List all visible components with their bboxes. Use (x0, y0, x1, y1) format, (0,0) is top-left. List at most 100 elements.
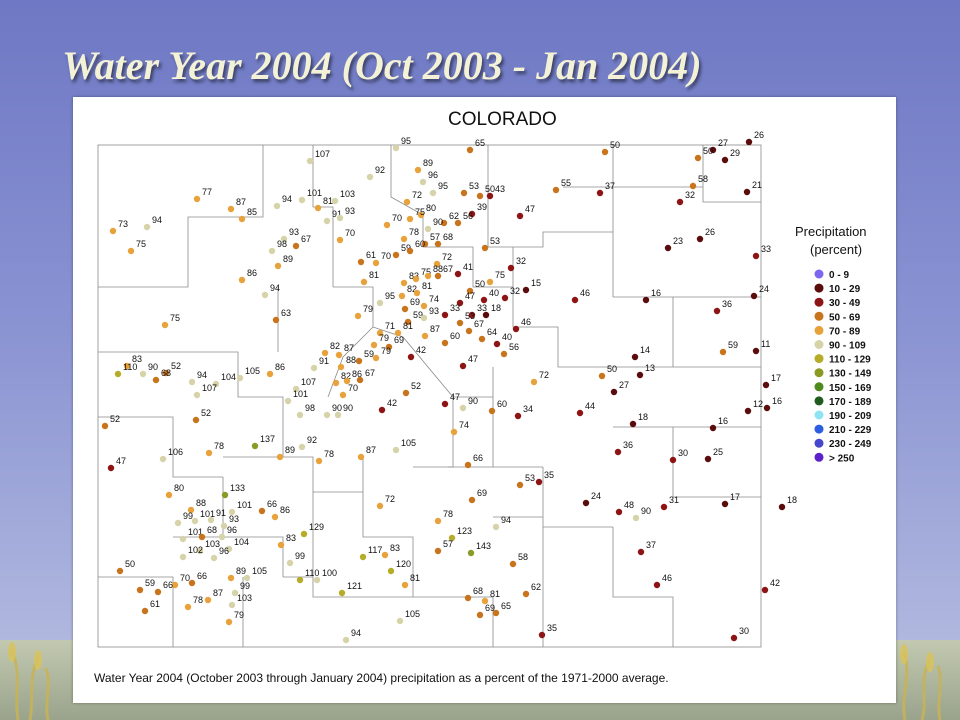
station-marker: 79 (372, 346, 391, 362)
station-marker: 101 (228, 500, 252, 516)
station-dot (454, 219, 462, 227)
station-marker: 50 (598, 364, 617, 380)
station-marker: 68 (464, 586, 483, 602)
station-marker: 103 (331, 189, 355, 205)
station-marker: 53 (481, 236, 500, 252)
station-marker: 87 (357, 445, 376, 461)
station-dot (381, 551, 389, 559)
station-dot (596, 189, 604, 197)
station-marker: 99 (231, 581, 250, 597)
station-value: 103 (205, 539, 220, 549)
station-marker: 69 (468, 488, 487, 504)
station-dot (694, 154, 702, 162)
station-dot (486, 278, 494, 286)
station-marker: 53 (456, 311, 475, 327)
station-value: 98 (305, 403, 315, 413)
station-value: 88 (346, 355, 356, 365)
station-dot (709, 146, 717, 154)
station-dot (193, 195, 201, 203)
station-dot (664, 244, 672, 252)
station-dot (231, 589, 239, 597)
station-dot (396, 617, 404, 625)
station-value: 94 (282, 194, 292, 204)
station-value: 52 (110, 414, 120, 424)
station-value: 70 (348, 383, 358, 393)
station-value: 81 (323, 196, 333, 206)
station-value: 32 (685, 190, 695, 200)
station-dot (522, 590, 530, 598)
station-dot (434, 547, 442, 555)
station-dot (187, 506, 195, 514)
station-marker: 67 (356, 368, 375, 384)
station-marker: 69 (476, 603, 495, 619)
station-marker: 105 (236, 366, 260, 382)
station-dot (752, 252, 760, 260)
station-value: 93 (345, 206, 355, 216)
station-value: 75 (421, 267, 431, 277)
station-value: 81 (490, 589, 500, 599)
station-value: 70 (345, 228, 355, 238)
station-marker: 66 (154, 580, 173, 596)
station-dot (227, 574, 235, 582)
station-dot (376, 329, 384, 337)
station-value: 117 (368, 545, 382, 555)
station-marker: 129 (300, 522, 324, 538)
station-marker: 80 (417, 203, 436, 219)
station-value: 75 (170, 313, 180, 323)
station-value: 77 (202, 187, 212, 197)
station-value: 50 (125, 559, 135, 569)
station-dot (614, 448, 622, 456)
station-dot (342, 636, 350, 644)
station-value: 72 (539, 370, 549, 380)
station-marker: 88 (424, 264, 443, 280)
station-value: 67 (443, 264, 453, 274)
station-dot (441, 311, 449, 319)
station-marker: 82 (332, 371, 351, 387)
station-dot (162, 369, 170, 377)
station-dot (598, 372, 606, 380)
station-dot (355, 357, 363, 365)
station-dot (228, 601, 236, 609)
station-value: 30 (678, 448, 688, 458)
station-value: 42 (770, 578, 780, 588)
station-dot (356, 376, 364, 384)
station-marker: 65 (466, 138, 485, 154)
station-dot (704, 455, 712, 463)
station-marker: 43 (486, 184, 505, 200)
station-dot (441, 400, 449, 408)
station-dot (402, 389, 410, 397)
station-dot (660, 503, 668, 511)
legend-label: 190 - 209 (829, 411, 872, 422)
station-dot (310, 364, 318, 372)
station-value: 61 (366, 250, 376, 260)
station-marker: 96 (218, 525, 237, 541)
station-dot (459, 362, 467, 370)
station-value: 103 (237, 593, 252, 603)
station-value: 101 (200, 509, 215, 519)
station-marker: 104 (225, 537, 249, 553)
station-value: 129 (309, 522, 324, 532)
station-value: 53 (469, 181, 479, 191)
station-dot (298, 196, 306, 204)
station-dot (421, 332, 429, 340)
station-value: 93 (229, 514, 239, 524)
station-marker: 16 (763, 396, 782, 412)
legend-label: 90 - 109 (829, 341, 866, 352)
station-marker: 102 (179, 545, 203, 561)
station-marker: 87 (421, 324, 440, 340)
station-value: 16 (772, 396, 782, 406)
station-dot (762, 381, 770, 389)
station-dot (413, 289, 421, 297)
station-value: 17 (771, 373, 781, 383)
station-value: 66 (197, 571, 207, 581)
station-dot (417, 211, 425, 219)
station-marker: 50 (476, 184, 495, 200)
station-value: 89 (236, 566, 246, 576)
station-dot (468, 311, 476, 319)
station-dot (400, 235, 408, 243)
station-marker: 110 (114, 362, 137, 378)
station-dot (338, 589, 346, 597)
station-dot (509, 560, 517, 568)
legend-swatch (814, 452, 824, 462)
station-value: 69 (485, 603, 495, 613)
